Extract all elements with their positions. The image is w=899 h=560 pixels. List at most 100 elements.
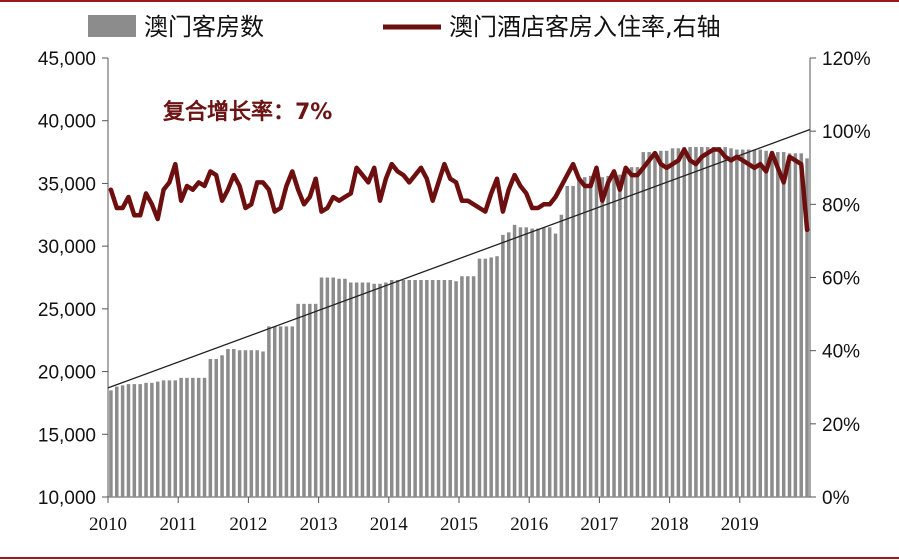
bar-rooms [442,280,447,497]
bar-rooms [676,148,681,497]
bar-rooms [448,280,452,497]
bar-rooms [799,153,803,497]
right-tick-label: 20% [822,415,860,436]
bar-rooms [226,348,230,497]
bar-rooms [115,386,119,497]
bar-rooms [389,280,394,497]
bar-rooms [758,149,763,497]
bar-rooms [138,384,142,497]
bar-rooms [436,280,441,497]
trend-line [107,128,811,389]
bar-rooms [659,150,663,497]
right-tick-label: 60% [822,269,860,290]
bar-rooms [454,281,458,497]
bar-rooms [752,149,757,497]
left-tick-label: 10,000 [38,488,96,509]
bar-rooms [173,380,178,497]
bar-rooms [460,276,464,497]
bar-rooms [296,303,300,497]
bar-rooms [694,147,698,497]
x-tick-label: 2013 [300,514,338,535]
bar-rooms [729,148,733,497]
bar-rooms [220,355,224,497]
x-tick-label: 2018 [651,514,689,535]
bar-rooms [495,256,499,497]
bar-rooms [161,380,166,497]
bar-rooms [249,350,254,497]
bar-rooms [793,153,798,497]
right-tick-label: 40% [822,342,860,363]
bar-rooms [354,282,359,497]
bar-rooms [360,282,365,497]
legend-swatch-rooms [88,15,136,37]
bar-rooms [255,350,259,497]
bar-rooms [483,258,488,497]
bar-rooms [261,351,265,497]
bar-rooms [150,382,154,497]
bar-rooms [126,384,131,497]
bar-rooms [688,147,692,497]
bar-rooms [524,227,529,498]
bar-rooms [764,150,768,497]
bar-rooms [430,280,435,497]
bar-rooms [571,185,575,498]
bar-rooms [319,277,324,497]
right-axis-ticks: 0% 20% 40% 60% 80% 100% 120% [810,49,871,509]
bar-rooms [717,147,722,497]
bar-rooms [577,177,581,497]
bar-rooms [623,168,628,497]
bar-rooms [208,359,213,497]
bar-rooms [682,147,686,497]
legend-label-occupancy: 澳门酒店客房入住率,右轴 [449,13,721,41]
bar-rooms [284,326,289,497]
bar-rooms [489,257,493,497]
bar-rooms [518,227,523,498]
bar-rooms [413,280,417,497]
bar-rooms [167,380,172,497]
bar-rooms [267,326,271,497]
bar-rooms [705,147,710,497]
bar-rooms [787,153,792,497]
bar-rooms [670,148,675,497]
right-tick-label: 120% [822,49,871,70]
bar-rooms [635,167,640,497]
bar-rooms [501,234,505,497]
bar-rooms [407,280,412,497]
bar-rooms [664,150,669,497]
bar-rooms [214,359,218,497]
legend-item-rooms: 澳门客房数 [88,13,264,41]
bar-rooms [109,390,113,497]
left-tick-label: 20,000 [38,363,96,384]
bar-rooms [372,283,376,497]
x-tick-label: 2014 [370,514,409,535]
bar-rooms [536,228,540,497]
right-tick-label: 100% [822,122,871,143]
growth-annotation: 复合增长率：7% [162,99,332,125]
bar-rooms [735,149,739,497]
left-tick-label: 25,000 [38,300,96,321]
bar-rooms [471,276,476,497]
bar-rooms [776,152,780,498]
left-tick-label: 45,000 [38,49,96,70]
x-tick-label: 2017 [580,514,618,535]
bar-rooms [337,278,341,497]
bar-rooms [278,326,283,497]
bar-rooms [477,258,482,497]
bar-rooms [781,152,786,498]
x-axis-ticks: 2010 2011 2012 2013 2014 2015 2016 2017 2018 2019 [89,497,759,535]
bar-rooms [179,377,183,497]
bar-rooms [343,278,347,497]
legend-label-rooms: 澳门客房数 [144,13,264,41]
left-axis-ticks: 10,000 15,000 20,000 25,000 30,000 35,000 40,0… [38,49,108,509]
bar-rooms [395,280,400,497]
bar-rooms [606,175,610,497]
bar-rooms [711,147,716,497]
bar-rooms [237,350,242,497]
x-tick-label: 2016 [510,514,548,535]
bar-rooms [594,177,599,497]
bar-rooms [331,277,335,497]
bar-rooms [302,303,306,497]
bar-rooms [740,149,745,497]
bar-rooms [647,152,651,498]
left-tick-label: 40,000 [38,112,96,133]
